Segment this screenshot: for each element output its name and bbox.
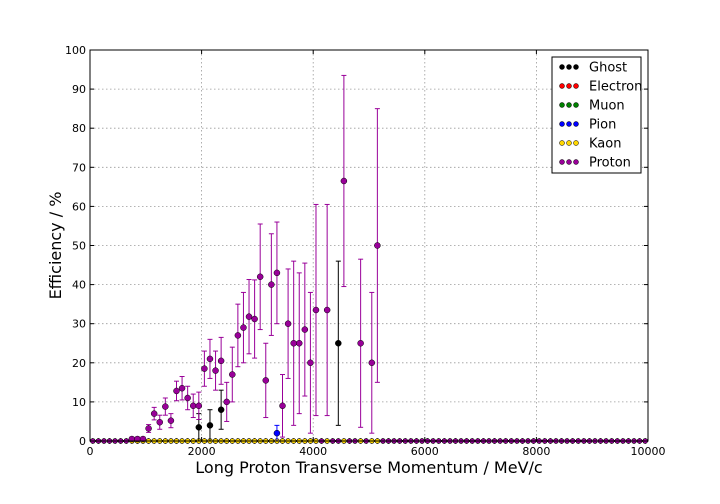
data-point-proton bbox=[156, 418, 163, 426]
data-point-proton bbox=[201, 365, 208, 372]
legend-marker bbox=[559, 121, 565, 127]
legend-entry-kaon: Kaon bbox=[559, 137, 621, 152]
legend-marker bbox=[566, 102, 572, 108]
legend-marker bbox=[559, 64, 565, 70]
data-point-proton bbox=[284, 320, 292, 327]
data-point-pion bbox=[273, 429, 281, 437]
legend-marker bbox=[573, 83, 579, 89]
x-tick-label: 6000 bbox=[411, 445, 439, 458]
data-point-proton bbox=[206, 355, 214, 363]
legend-entry-muon: Muon bbox=[559, 99, 625, 114]
data-point-proton bbox=[173, 387, 180, 395]
x-tick-label: 4000 bbox=[299, 445, 327, 458]
data-point-proton bbox=[245, 313, 253, 320]
legend-frame bbox=[551, 56, 642, 174]
legend-marker bbox=[566, 64, 572, 70]
legend-marker bbox=[559, 140, 565, 146]
data-point-proton bbox=[262, 377, 270, 384]
y-tick-label: 10 bbox=[72, 396, 86, 409]
data-point-proton bbox=[184, 394, 191, 402]
legend-entries: Ghost Electron Muon Pion Kaon Proton bbox=[559, 61, 642, 171]
data-point-proton bbox=[290, 340, 297, 347]
legend-label: Proton bbox=[589, 156, 631, 171]
legend-marker bbox=[559, 102, 565, 108]
y-tick-label: 70 bbox=[72, 161, 86, 174]
data-point-proton bbox=[340, 177, 348, 185]
legend-marker bbox=[566, 83, 572, 89]
data-point-proton bbox=[212, 367, 219, 374]
legend-entry-ghost: Ghost bbox=[559, 61, 627, 76]
legend-entry-proton: Proton bbox=[559, 156, 631, 171]
data-point-proton bbox=[279, 402, 286, 410]
y-tick-label: 40 bbox=[72, 279, 86, 292]
data-point-proton bbox=[217, 357, 225, 365]
legend-label: Pion bbox=[589, 118, 616, 133]
legend-marker bbox=[566, 121, 572, 127]
data-point-proton bbox=[234, 332, 242, 339]
y-tick-label: 100 bbox=[65, 44, 86, 57]
y-tick-label: 20 bbox=[72, 357, 86, 370]
legend-label: Muon bbox=[589, 99, 625, 114]
x-axis-title: Long Proton Transverse Momentum / MeV/c bbox=[195, 458, 542, 477]
data-point-proton bbox=[223, 398, 230, 406]
data-point-proton bbox=[150, 410, 158, 417]
y-tick-label: 80 bbox=[72, 122, 86, 135]
x-tick-label: 8000 bbox=[522, 445, 550, 458]
legend-marker bbox=[559, 83, 565, 89]
data-point-proton bbox=[189, 402, 197, 410]
data-point-proton bbox=[301, 326, 309, 333]
data-point-ghost bbox=[195, 424, 203, 431]
data-point-proton bbox=[178, 384, 186, 392]
legend-entry-electron: Electron bbox=[559, 80, 642, 95]
data-point-proton bbox=[162, 403, 169, 410]
legend: Ghost Electron Muon Pion Kaon Proton bbox=[551, 56, 642, 174]
legend-label: Electron bbox=[589, 80, 642, 95]
data-point-proton bbox=[273, 269, 281, 277]
y-tick-label: 90 bbox=[72, 83, 86, 96]
x-tick-label: 10000 bbox=[631, 445, 666, 458]
data-point-ghost bbox=[206, 422, 214, 429]
data-point-proton bbox=[251, 315, 258, 323]
legend-marker bbox=[573, 159, 579, 165]
legend-marker bbox=[573, 102, 579, 108]
y-axis-title: Efficiency / % bbox=[46, 192, 65, 300]
y-tick-label: 60 bbox=[72, 200, 86, 213]
data-point-proton bbox=[296, 340, 303, 347]
data-point-proton bbox=[195, 402, 203, 410]
data-point-proton bbox=[323, 306, 331, 314]
legend-label: Kaon bbox=[589, 137, 621, 152]
axis-ticks: 0 2000 4000 6000 8000 10000 0 10 20 30 40 50 60 70 80 9… bbox=[65, 44, 666, 458]
data-point-ghost bbox=[335, 340, 342, 347]
legend-marker bbox=[573, 64, 579, 70]
legend-entry-pion: Pion bbox=[559, 118, 616, 133]
data-point-proton bbox=[145, 425, 152, 432]
series-proton bbox=[128, 74, 381, 443]
y-tick-label: 30 bbox=[72, 318, 86, 331]
data-point-proton bbox=[229, 371, 236, 378]
x-tick-label: 0 bbox=[87, 445, 94, 458]
series-ghost bbox=[195, 260, 342, 442]
data-point-proton bbox=[368, 359, 376, 367]
data-point-proton bbox=[374, 242, 381, 249]
legend-marker bbox=[559, 159, 565, 165]
legend-marker bbox=[573, 140, 579, 146]
y-tick-label: 50 bbox=[72, 240, 86, 253]
y-tick-label: 0 bbox=[79, 435, 86, 448]
legend-marker bbox=[573, 121, 579, 127]
data-point-proton bbox=[167, 417, 175, 424]
data-point-proton bbox=[357, 340, 364, 347]
data-point-proton bbox=[268, 281, 275, 288]
legend-label: Ghost bbox=[589, 61, 627, 76]
data-point-proton bbox=[307, 359, 314, 367]
data-point-ghost bbox=[217, 406, 225, 413]
data-point-proton bbox=[256, 273, 264, 281]
x-tick-label: 2000 bbox=[188, 445, 216, 458]
data-point-proton bbox=[312, 306, 320, 314]
legend-marker bbox=[566, 140, 572, 146]
data-point-proton bbox=[240, 324, 247, 331]
legend-marker bbox=[566, 159, 572, 165]
